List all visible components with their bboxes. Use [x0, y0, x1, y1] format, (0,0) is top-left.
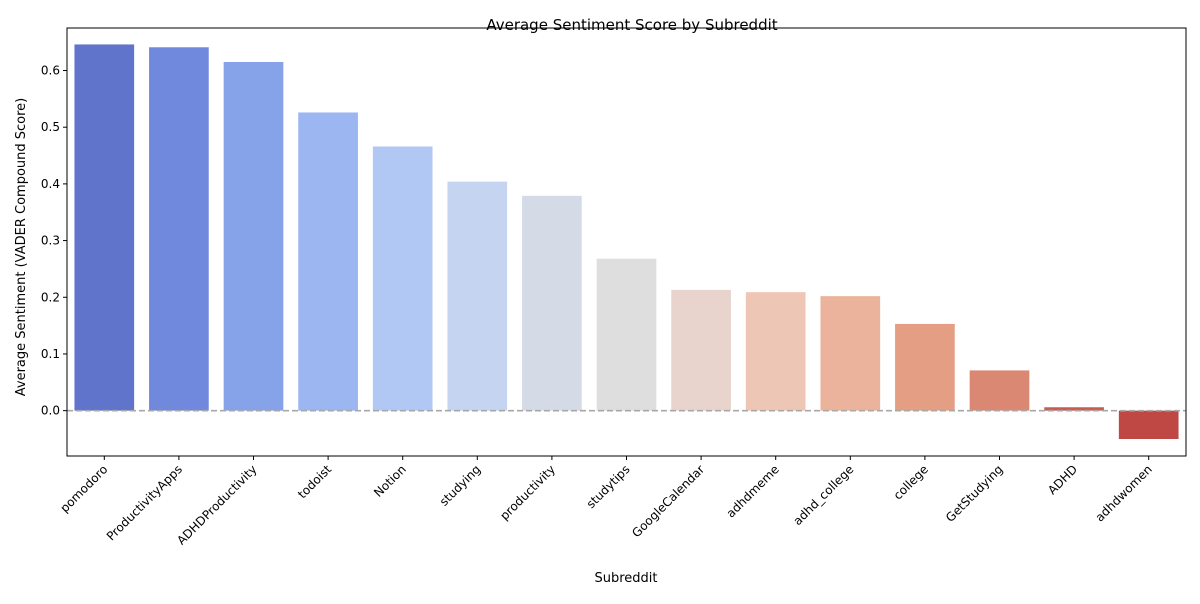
y-tick-label: 0.4: [41, 177, 60, 191]
bar-productivity: [522, 195, 582, 411]
x-tick-label-ProductivityApps: ProductivityApps: [104, 462, 185, 543]
x-ticks: pomodoroProductivityAppsADHDProductivity…: [57, 456, 1155, 548]
bar-GoogleCalendar: [671, 289, 731, 411]
x-tick-label-pomodoro: pomodoro: [57, 462, 110, 515]
y-tick-label: 0.0: [41, 404, 60, 418]
bar-adhd_college: [820, 296, 881, 411]
bar-ADHD: [1044, 407, 1104, 411]
x-tick-label-adhdmeme: adhdmeme: [724, 462, 782, 520]
bar-GetStudying: [969, 370, 1030, 411]
x-tick-label-college: college: [891, 462, 931, 502]
bar-ADHDProductivity: [223, 62, 284, 411]
bar-adhdwomen: [1118, 410, 1179, 439]
x-tick-label-studytips: studytips: [584, 462, 633, 511]
y-tick-label: 0.3: [41, 234, 60, 248]
x-axis-label: Subreddit: [594, 571, 657, 586]
bar-college: [895, 323, 955, 411]
x-tick-label-GetStudying: GetStudying: [943, 462, 1006, 525]
bars-group: [74, 44, 1179, 439]
y-tick-label: 0.5: [41, 120, 60, 134]
y-tick-label: 0.6: [41, 64, 60, 78]
x-tick-label-adhd_college: adhd_college: [791, 462, 857, 528]
x-tick-label-productivity: productivity: [497, 462, 558, 523]
x-tick-label-todoist: todoist: [295, 462, 334, 501]
y-ticks: 0.0 0.1 0.2 0.3 0.4 0.5 0.6: [41, 64, 67, 418]
y-axis-label: Average Sentiment (VADER Compound Score): [14, 98, 29, 397]
bar-studying: [447, 181, 508, 411]
y-tick-label: 0.1: [41, 347, 60, 361]
x-tick-label-Notion: Notion: [371, 462, 409, 500]
chart-title: Average Sentiment Score by Subreddit: [486, 16, 777, 34]
bar-ProductivityApps: [149, 47, 209, 411]
x-tick-label-ADHD: ADHD: [1045, 462, 1080, 497]
x-tick-label-GoogleCalendar: GoogleCalendar: [629, 462, 707, 540]
bar-Notion: [372, 146, 433, 411]
bar-todoist: [298, 112, 358, 411]
x-tick-label-ADHDProductivity: ADHDProductivity: [174, 462, 259, 547]
bar-studytips: [596, 258, 657, 411]
bar-pomodoro: [74, 44, 135, 411]
x-tick-label-adhdwomen: adhdwomen: [1093, 462, 1155, 524]
bar-adhdmeme: [745, 292, 806, 411]
x-tick-label-studying: studying: [437, 462, 484, 509]
y-tick-label: 0.2: [41, 290, 60, 304]
